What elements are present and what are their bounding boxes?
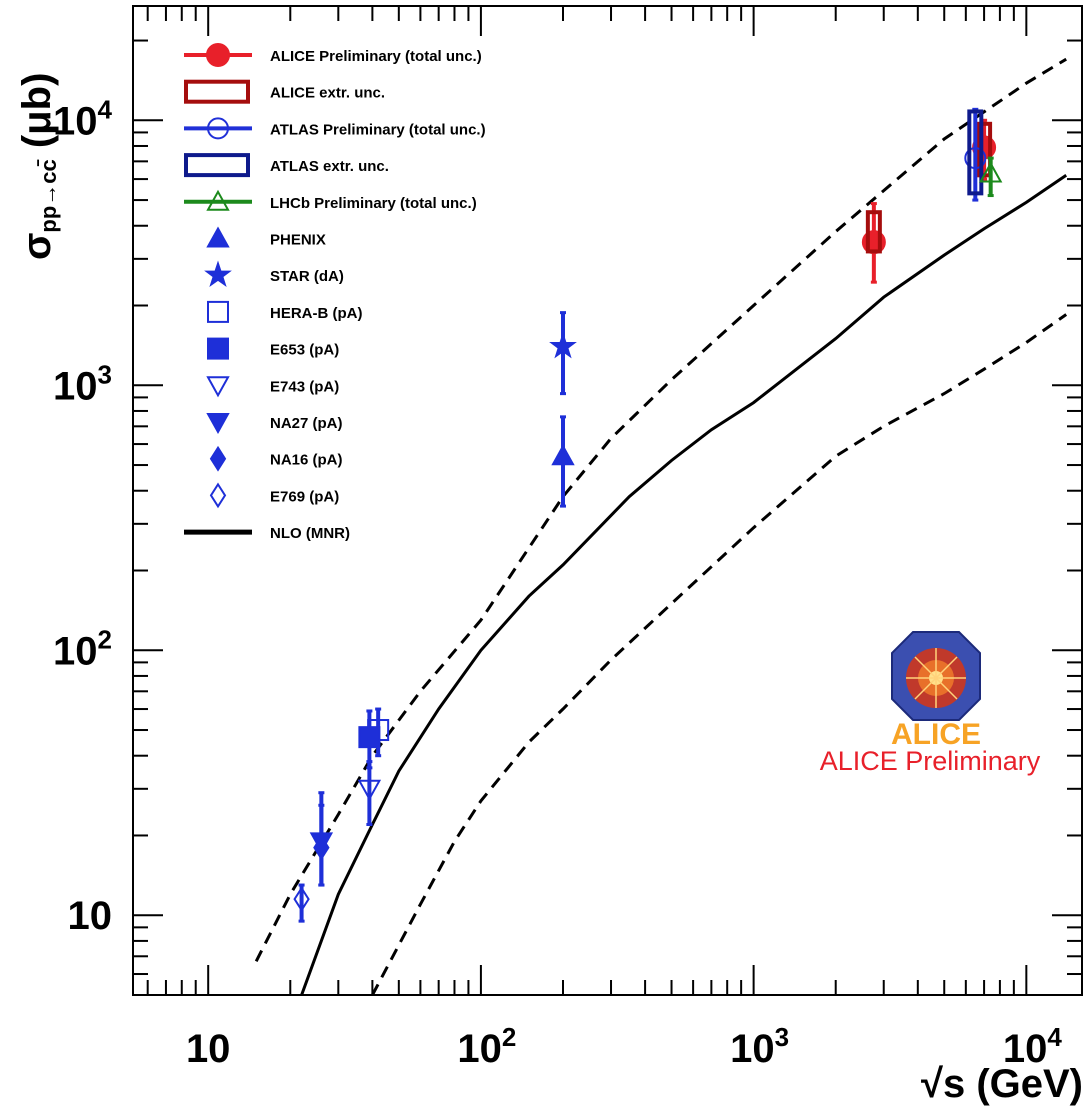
- legend-swatch-marker: [207, 117, 229, 140]
- series-6-point-0-marker: [549, 331, 577, 359]
- legend-swatch-marker: [206, 376, 230, 398]
- legend-label: STAR (dA): [270, 268, 344, 285]
- legend-swatch-box: [184, 153, 250, 178]
- series-2-point-0-marker: [964, 147, 987, 170]
- legend-swatch-marker: [209, 445, 227, 472]
- x-tick-label: 104: [1003, 1022, 1063, 1071]
- y-tick-label: 104: [53, 94, 113, 143]
- series-9-point-0-marker: [357, 779, 382, 801]
- series-1-point-0-syst-box: [865, 210, 882, 254]
- y-axis-label-unit: (μb): [15, 72, 59, 160]
- series-8-point-0-marker: [358, 726, 381, 749]
- legend: ALICE Preliminary (total unc.) ALICE extr…: [184, 43, 486, 542]
- y-axis-label-sigma: σ: [15, 232, 59, 260]
- y-tick-label: 103: [53, 359, 112, 408]
- y-axis-label-wrap: σpp→cc̄ (μb): [10, 20, 70, 260]
- logo-burst-rays: [906, 648, 966, 708]
- legend-label: NA27 (pA): [270, 415, 343, 432]
- plot-frame: [132, 5, 1083, 996]
- series-12-point-0-marker: [293, 886, 310, 913]
- plot-border: [132, 5, 1083, 996]
- legend-swatch-box: [184, 79, 250, 104]
- nlo-central-curve: [300, 174, 1068, 996]
- series-4-point-0-marker: [978, 161, 1003, 183]
- legend-label: E653 (pA): [270, 342, 339, 359]
- legend-swatch-marker: [204, 260, 232, 288]
- legend-swatch-marker: [206, 43, 230, 67]
- curves-layer: [254, 57, 1068, 996]
- tick-labels: 10 102 103 104 10 102 103 104: [53, 94, 1062, 1071]
- legend-swatch-marker: [207, 337, 229, 360]
- legend-label: ATLAS Preliminary (total unc.): [270, 121, 486, 138]
- x-tick-label: 102: [457, 1022, 516, 1071]
- series-5-point-0-marker: [551, 444, 575, 466]
- legend-label: ATLAS extr. unc.: [270, 158, 389, 175]
- x-tick-label: 103: [730, 1022, 789, 1071]
- legend-label: NLO (MNR): [270, 525, 350, 542]
- legend-label: E769 (pA): [270, 488, 339, 505]
- points-layer: [293, 107, 1003, 923]
- legend-swatch-marker: [206, 189, 230, 211]
- legend-label: ALICE Preliminary (total unc.): [270, 48, 482, 65]
- x-tick-label: 10: [186, 1027, 231, 1071]
- series-11-point-0-marker: [313, 834, 330, 861]
- legend-swatch-marker: [209, 482, 227, 509]
- legend-label: E743 (pA): [270, 378, 339, 395]
- legend-label: PHENIX: [270, 232, 326, 249]
- legend-swatch-marker: [206, 226, 230, 248]
- legend-swatch-marker: [206, 413, 230, 435]
- y-tick-label: 102: [53, 624, 112, 673]
- alice-logo: ALICE: [888, 626, 984, 751]
- legend-label: LHCb Preliminary (total unc.): [270, 195, 477, 212]
- nlo-band-curve-2: [371, 313, 1068, 996]
- y-tick-label: 10: [68, 894, 113, 938]
- y-axis-label: σpp→cc̄ (μb): [15, 73, 62, 260]
- x-axis-label: √s (GeV): [921, 1062, 1083, 1106]
- legend-swatch-marker: [207, 300, 229, 323]
- series-3-point-0-syst-box: [967, 109, 984, 196]
- logo-text: ALICE: [891, 718, 981, 746]
- legend-label: ALICE extr. unc.: [270, 85, 385, 102]
- legend-label: HERA-B (pA): [270, 305, 362, 322]
- y-axis-label-subscript: pp→cc̄: [36, 159, 61, 233]
- alice-preliminary-watermark: ALICE Preliminary: [819, 746, 1041, 776]
- legend-label: NA16 (pA): [270, 452, 343, 469]
